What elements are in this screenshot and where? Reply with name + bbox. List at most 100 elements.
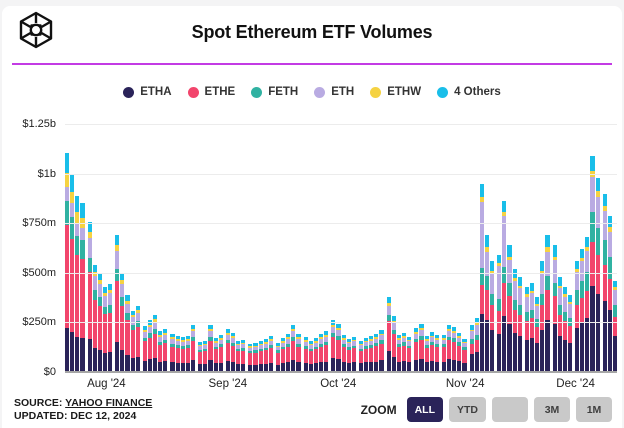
stacked-bar[interactable] [158, 331, 163, 372]
stacked-bar[interactable] [552, 245, 557, 372]
stacked-bar[interactable] [479, 183, 484, 372]
zoom-button-1m[interactable]: 1M [576, 397, 612, 422]
legend-item-4-others[interactable]: 4 Others [437, 86, 501, 98]
stacked-bar[interactable] [130, 310, 135, 372]
stacked-bar[interactable] [153, 314, 158, 372]
stacked-bar[interactable] [590, 155, 595, 372]
stacked-bar[interactable] [540, 260, 545, 372]
stacked-bar[interactable] [507, 245, 512, 372]
stacked-bar[interactable] [351, 337, 356, 372]
stacked-bar[interactable] [142, 326, 147, 372]
stacked-bar[interactable] [369, 336, 374, 372]
stacked-bar[interactable] [580, 249, 585, 372]
stacked-bar[interactable] [447, 325, 452, 372]
stacked-bar[interactable] [595, 177, 600, 372]
stacked-bar[interactable] [286, 334, 291, 372]
stacked-bar[interactable] [557, 276, 562, 372]
stacked-bar[interactable] [87, 222, 92, 372]
stacked-bar[interactable] [70, 173, 75, 372]
stacked-bar[interactable] [291, 325, 296, 372]
stacked-bar[interactable] [213, 338, 218, 372]
stacked-bar[interactable] [230, 333, 236, 372]
stacked-bar[interactable] [424, 336, 429, 372]
stacked-bar[interactable] [441, 335, 447, 372]
stacked-bar[interactable] [502, 201, 507, 372]
stacked-bar[interactable] [115, 235, 120, 372]
stacked-bar[interactable] [108, 283, 113, 372]
stacked-bar[interactable] [602, 193, 607, 372]
stacked-bar[interactable] [75, 196, 80, 372]
stacked-bar[interactable] [391, 316, 396, 372]
source-link[interactable]: YAHOO FINANCE [65, 396, 153, 409]
stacked-bar[interactable] [180, 337, 185, 372]
stacked-bar[interactable] [225, 329, 230, 372]
stacked-bar[interactable] [319, 334, 324, 372]
stacked-bar[interactable] [303, 337, 308, 372]
stacked-bar[interactable] [65, 152, 70, 372]
stacked-bar[interactable] [198, 342, 203, 372]
stacked-bar[interactable] [92, 264, 97, 372]
stacked-bar[interactable] [379, 330, 384, 372]
stacked-bar[interactable] [185, 336, 190, 372]
stacked-bar[interactable] [452, 327, 457, 372]
stacked-bar[interactable] [313, 338, 318, 372]
stacked-bar[interactable] [236, 341, 241, 372]
stacked-bar[interactable] [341, 335, 346, 372]
stacked-bar[interactable] [434, 335, 439, 372]
stacked-bar[interactable] [80, 203, 85, 372]
stacked-bar[interactable] [585, 237, 590, 372]
stacked-bar[interactable] [612, 280, 618, 372]
stacked-bar[interactable] [419, 324, 424, 372]
stacked-bar[interactable] [484, 235, 490, 372]
stacked-bar[interactable] [120, 272, 125, 372]
stacked-bar[interactable] [308, 341, 313, 372]
stacked-bar[interactable] [490, 260, 495, 372]
legend-item-feth[interactable]: FETH [251, 86, 298, 98]
stacked-bar[interactable] [429, 332, 434, 372]
stacked-bar[interactable] [241, 340, 246, 372]
stacked-bar[interactable] [281, 338, 286, 372]
stacked-bar[interactable] [190, 325, 196, 372]
stacked-bar[interactable] [474, 318, 479, 372]
stacked-bar[interactable] [102, 286, 108, 372]
stacked-bar[interactable] [125, 294, 130, 372]
stacked-bar[interactable] [97, 272, 102, 372]
stacked-bar[interactable] [218, 335, 223, 372]
stacked-bar[interactable] [275, 343, 281, 372]
stacked-bar[interactable] [567, 294, 573, 372]
stacked-bar[interactable] [253, 343, 258, 372]
stacked-bar[interactable] [562, 286, 567, 372]
legend-item-ethe[interactable]: ETHE [187, 86, 235, 98]
stacked-bar[interactable] [208, 325, 213, 372]
stacked-bar[interactable] [324, 331, 329, 372]
stacked-bar[interactable] [386, 296, 391, 372]
stacked-bar[interactable] [170, 334, 175, 372]
stacked-bar[interactable] [524, 286, 529, 372]
stacked-bar[interactable] [530, 282, 535, 372]
stacked-bar[interactable] [331, 320, 336, 372]
stacked-bar[interactable] [545, 235, 550, 372]
stacked-bar[interactable] [374, 334, 379, 372]
stacked-bar[interactable] [135, 305, 140, 372]
stacked-bar[interactable] [263, 339, 268, 372]
stacked-bar[interactable] [517, 276, 522, 372]
stacked-bar[interactable] [401, 333, 407, 372]
stacked-bar[interactable] [147, 320, 153, 372]
stacked-bar[interactable] [248, 344, 253, 372]
stacked-bar[interactable] [268, 336, 273, 372]
stacked-bar[interactable] [175, 336, 180, 372]
stacked-bar[interactable] [258, 341, 263, 372]
legend-item-etha[interactable]: ETHA [123, 86, 172, 98]
stacked-bar[interactable] [462, 339, 467, 372]
stacked-bar[interactable] [336, 324, 341, 372]
stacked-bar[interactable] [163, 329, 168, 372]
stacked-bar[interactable] [607, 216, 612, 372]
stacked-bar[interactable] [457, 333, 462, 372]
stacked-bar[interactable] [346, 339, 351, 372]
zoom-button-ytd[interactable]: YTD [449, 397, 486, 422]
zoom-button-all[interactable]: ALL [406, 397, 443, 422]
legend-item-ethw[interactable]: ETHW [370, 86, 421, 98]
stacked-bar[interactable] [358, 341, 364, 372]
stacked-bar[interactable] [203, 341, 208, 372]
legend-item-eth[interactable]: ETH [314, 86, 354, 98]
